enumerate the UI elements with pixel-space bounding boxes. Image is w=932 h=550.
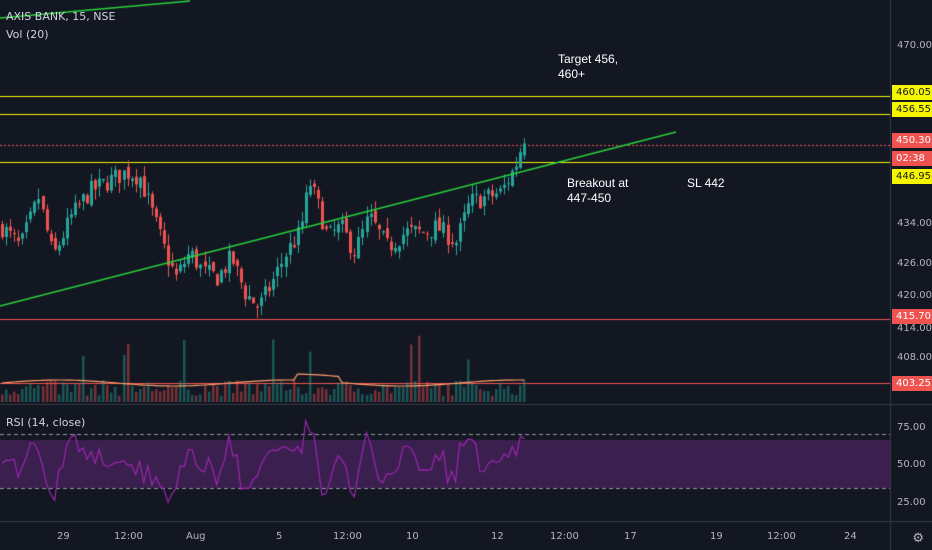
time-axis-tick: 10: [406, 531, 419, 542]
price-tag-marker: 403.25: [892, 376, 932, 391]
time-axis-tick: 12:00: [333, 531, 362, 542]
price-axis-tick: 426.00: [897, 258, 932, 269]
time-axis-tick: 24: [844, 531, 857, 542]
time-axis-tick: 12:00: [550, 531, 579, 542]
price-axis-tick: 434.00: [897, 218, 932, 229]
settings-gear-icon[interactable]: ⚙: [912, 531, 924, 546]
rsi-axis-tick: 25.00: [897, 497, 926, 508]
time-axis-tick: 12:00: [114, 531, 143, 542]
time-axis-tick: 5: [276, 531, 283, 542]
rsi-axis-tick: 75.00: [897, 422, 926, 433]
price-tag-level: 456.55: [892, 102, 932, 117]
price-axis-tick: 420.00: [897, 290, 932, 301]
volume-indicator-label[interactable]: Vol (20): [6, 28, 49, 41]
price-tag-marker: 02:38: [892, 151, 932, 166]
price-tag-level: 446.95: [892, 169, 932, 184]
price-tag-marker: 415.70: [892, 309, 932, 324]
time-axis-tick: 12: [491, 531, 504, 542]
symbol-title[interactable]: AXIS BANK, 15, NSE: [6, 10, 116, 23]
breakout-annotation: Breakout at 447-450: [567, 176, 629, 205]
time-axis-tick: 12:00: [767, 531, 796, 542]
price-tag-marker: 450.30: [892, 133, 932, 148]
rsi-axis-tick: 50.00: [897, 459, 926, 470]
price-axis-tick: 414.00: [897, 323, 932, 334]
time-axis-tick: Aug: [186, 531, 206, 542]
stop-loss-annotation: SL 442: [687, 176, 725, 190]
price-tag-level: 460.05: [892, 85, 932, 100]
time-axis-tick: 19: [710, 531, 723, 542]
rsi-indicator-label[interactable]: RSI (14, close): [6, 416, 86, 429]
target-annotation: Target 456, 460+: [558, 52, 619, 81]
time-axis-tick: 17: [624, 531, 637, 542]
price-axis-tick: 470.00: [897, 40, 932, 51]
time-axis-tick: 29: [57, 531, 70, 542]
price-axis-tick: 408.00: [897, 352, 932, 363]
